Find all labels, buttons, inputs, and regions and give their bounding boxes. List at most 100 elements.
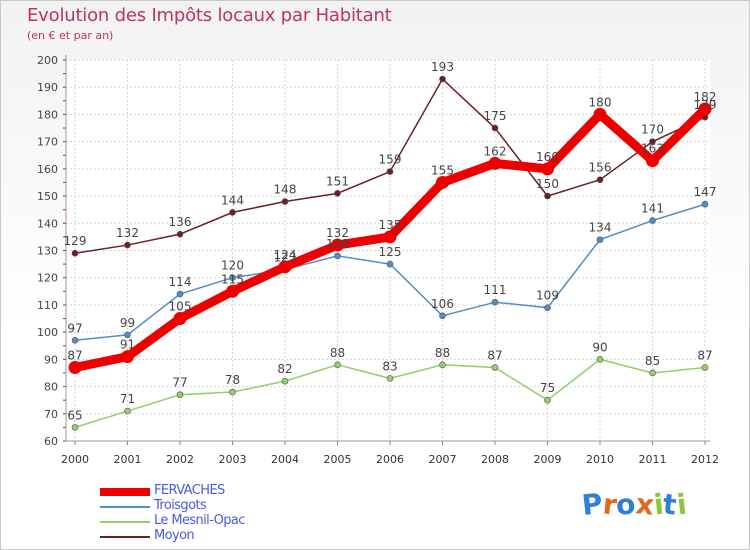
data-label-fervaches: 155 — [431, 163, 454, 177]
data-label-troisgots: 128 — [326, 237, 349, 251]
data-point-moyon — [386, 168, 394, 175]
data-point-fervaches — [68, 361, 82, 375]
data-point-le-mesnil-opac — [281, 377, 289, 385]
data-point-le-mesnil-opac — [124, 407, 131, 415]
data-point-fervaches — [646, 154, 659, 168]
data-point-troisgots — [649, 217, 656, 224]
data-label-fervaches: 91 — [120, 338, 135, 352]
data-point-fervaches — [436, 175, 449, 189]
chart-title: Evolution des Impôts locaux par Habitant — [27, 5, 392, 26]
data-point-le-mesnil-opac — [491, 364, 499, 371]
data-point-troisgots — [544, 304, 551, 311]
x-tick-label: 2001 — [114, 453, 142, 466]
data-label-le-mesnil-opac: 90 — [592, 340, 607, 354]
data-label-le-mesnil-opac: 83 — [382, 359, 397, 373]
data-point-moyon — [596, 176, 604, 184]
data-label-fervaches: 87 — [67, 349, 82, 363]
data-label-moyon: 148 — [274, 183, 297, 197]
data-point-moyon — [544, 192, 551, 200]
data-label-fervaches: 132 — [326, 226, 349, 240]
data-label-fervaches: 124 — [274, 248, 297, 262]
data-label-le-mesnil-opac: 65 — [67, 408, 82, 422]
data-label-le-mesnil-opac: 75 — [540, 381, 555, 395]
data-point-le-mesnil-opac — [386, 375, 394, 382]
x-tick-label: 2005 — [324, 453, 352, 466]
data-point-troisgots — [386, 260, 394, 268]
logo-letter: i — [674, 487, 688, 522]
data-label-moyon: 136 — [169, 215, 192, 229]
data-point-moyon — [281, 198, 289, 205]
y-tick-label: 90 — [44, 353, 58, 366]
data-label-moyon: 129 — [64, 234, 87, 248]
data-point-moyon — [491, 124, 499, 132]
data-label-troisgots: 99 — [120, 316, 135, 330]
data-point-fervaches — [383, 230, 397, 244]
data-point-troisgots — [124, 331, 131, 339]
data-point-le-mesnil-opac — [334, 361, 341, 369]
x-tick-label: 2002 — [166, 453, 194, 466]
data-label-fervaches: 180 — [589, 95, 612, 109]
data-label-moyon: 179 — [694, 98, 717, 112]
data-point-fervaches — [541, 162, 554, 176]
data-point-moyon — [439, 75, 446, 83]
x-tick-label: 2008 — [481, 453, 509, 466]
legend-swatch-troisgots — [100, 506, 150, 508]
data-point-moyon — [71, 249, 79, 257]
data-point-le-mesnil-opac — [176, 391, 184, 399]
data-label-troisgots: 123 — [274, 251, 297, 265]
y-tick-label: 140 — [37, 217, 58, 230]
data-label-moyon: 151 — [326, 174, 349, 188]
data-point-le-mesnil-opac — [544, 396, 551, 404]
data-point-fervaches — [173, 312, 187, 326]
data-point-troisgots — [71, 337, 79, 344]
data-label-moyon: 175 — [484, 109, 507, 123]
data-label-moyon: 132 — [116, 226, 139, 240]
y-tick-label: 100 — [37, 326, 58, 339]
y-tick-label: 70 — [44, 408, 58, 421]
data-label-le-mesnil-opac: 87 — [697, 349, 712, 363]
data-label-troisgots: 114 — [169, 275, 192, 289]
data-label-le-mesnil-opac: 82 — [277, 362, 292, 376]
y-tick-label: 110 — [37, 299, 58, 312]
data-point-fervaches — [121, 350, 134, 364]
data-point-moyon — [176, 230, 184, 238]
y-tick-label: 190 — [37, 81, 58, 94]
data-label-fervaches: 115 — [221, 272, 244, 286]
x-tick-label: 2006 — [376, 453, 404, 466]
data-point-fervaches — [593, 107, 607, 121]
data-label-troisgots: 147 — [694, 185, 717, 199]
data-label-moyon: 150 — [536, 177, 559, 191]
data-label-le-mesnil-opac: 71 — [120, 392, 135, 406]
data-label-fervaches: 162 — [484, 144, 507, 158]
data-label-troisgots: 109 — [536, 289, 559, 303]
data-label-moyon: 193 — [431, 60, 454, 74]
legend-swatch-le-mesnil-opac — [100, 521, 150, 523]
data-point-fervaches — [331, 238, 344, 252]
data-label-fervaches: 135 — [379, 218, 402, 232]
data-label-le-mesnil-opac: 88 — [435, 346, 450, 360]
data-point-moyon — [229, 209, 236, 216]
y-tick-label: 120 — [37, 272, 58, 285]
x-tick-label: 2007 — [429, 453, 457, 466]
data-label-moyon: 170 — [641, 123, 664, 137]
data-point-troisgots — [229, 274, 236, 282]
legend-label-le-mesnil-opac: Le Mesnil-Opac — [154, 513, 245, 528]
data-label-le-mesnil-opac: 77 — [172, 376, 187, 390]
data-label-troisgots: 111 — [484, 283, 507, 297]
y-tick-label: 180 — [37, 108, 58, 121]
data-point-troisgots — [491, 298, 499, 306]
data-label-troisgots: 134 — [589, 221, 612, 235]
data-point-moyon — [649, 138, 656, 145]
data-label-moyon: 159 — [379, 153, 402, 167]
y-tick-label: 130 — [37, 245, 58, 258]
data-label-moyon: 144 — [221, 193, 244, 207]
y-tick-label: 150 — [37, 190, 58, 203]
data-point-troisgots — [596, 236, 604, 243]
data-label-le-mesnil-opac: 87 — [487, 349, 502, 363]
data-label-le-mesnil-opac: 85 — [645, 354, 660, 368]
data-label-le-mesnil-opac: 78 — [225, 373, 240, 387]
legend-label-moyon: Moyon — [154, 528, 195, 543]
data-label-fervaches: 182 — [694, 90, 717, 104]
y-tick-label: 200 — [37, 54, 58, 67]
